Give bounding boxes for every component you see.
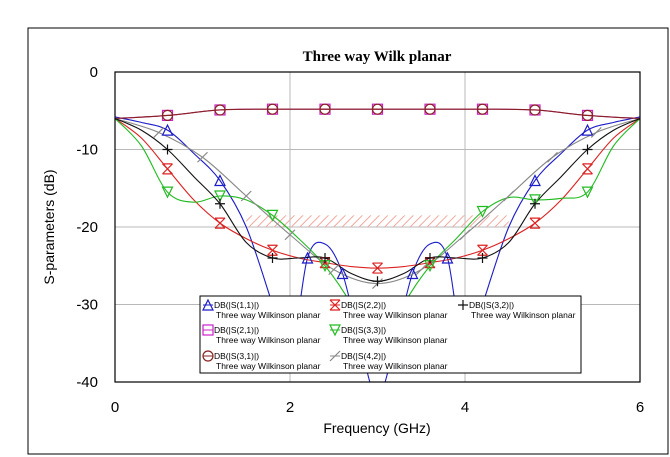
series-marker [267, 253, 278, 263]
series-line [115, 116, 640, 382]
series-marker [503, 190, 515, 202]
series-marker [267, 244, 278, 256]
legend-marker [458, 300, 468, 310]
series-marker [162, 163, 173, 175]
series-marker [214, 190, 226, 203]
series-marker [581, 123, 594, 136]
legend-series-name: DB(|S(3,1)|) [214, 351, 259, 361]
series-marker [424, 103, 436, 115]
legend-marker [202, 324, 214, 336]
series-marker [319, 103, 331, 115]
legend-marker [329, 299, 341, 311]
series-marker [301, 251, 314, 264]
legend-series-name: DB(|S(3,3)|) [341, 325, 386, 335]
legend-series-subtitle: Three way Wilkinson planar [343, 335, 448, 345]
plot-frame [114, 71, 641, 383]
series-marker [162, 144, 173, 155]
series-marker [214, 104, 226, 116]
series-marker [406, 267, 419, 280]
series-marker [425, 253, 435, 263]
series-marker [459, 229, 471, 241]
series-marker [215, 198, 225, 209]
series-marker [214, 217, 226, 229]
series-marker [441, 251, 454, 264]
legend: DB(|S(1,1)|)Three way Wilkinson planarDB… [199, 295, 582, 374]
legend-series-name: DB(|S(2,2)|) [341, 300, 386, 310]
series-marker [371, 103, 384, 115]
legend-series-name: DB(|S(1,1)|) [214, 300, 259, 310]
series-marker [415, 264, 427, 276]
series-marker [590, 127, 602, 138]
series-marker [372, 262, 383, 274]
series-marker [529, 217, 541, 229]
legend-marker [202, 350, 214, 362]
y-tick-label: 0 [90, 64, 98, 81]
series-marker [477, 244, 488, 256]
series-marker [581, 186, 594, 199]
series-marker [266, 103, 279, 115]
series-marker [581, 109, 594, 122]
series-marker [529, 174, 541, 187]
y-tick-label: -20 [76, 219, 98, 236]
y-tick-label: -30 [76, 297, 98, 314]
series-marker [372, 276, 383, 287]
x-tick-label: 4 [461, 399, 469, 416]
series-marker [476, 205, 489, 218]
legend-series-subtitle: Three way Wilkinson planar [216, 310, 321, 320]
legend-series-name: DB(|S(3,2)|) [469, 300, 514, 310]
chart-title: Three way Wilk planar [303, 49, 452, 65]
series-marker [582, 163, 593, 175]
series-marker [240, 190, 252, 202]
series-marker [161, 186, 174, 199]
legend-marker [202, 298, 214, 311]
spec-band [246, 215, 509, 227]
tick-labels: 0 2 4 6 0 -10 -20 -30 -40 [76, 64, 644, 416]
series-marker [328, 264, 340, 276]
series-marker [284, 229, 296, 241]
series-marker [530, 198, 540, 209]
x-tick-label: 6 [636, 399, 644, 416]
series-marker [547, 151, 558, 163]
legend-series-subtitle: Three way Wilkinson planar [216, 361, 321, 371]
outer-border [27, 27, 669, 455]
series-marker [529, 104, 541, 116]
series-marker [529, 194, 541, 207]
legend-marker [329, 350, 341, 362]
legend-series-subtitle: Three way Wilkinson planar [343, 361, 448, 371]
legend-series-subtitle: Three way Wilkinson planar [216, 335, 321, 345]
legend-series-name: DB(|S(2,1)|) [214, 325, 259, 335]
series-marker [336, 267, 349, 280]
series-marker [582, 144, 593, 155]
y-tick-label: -40 [76, 374, 98, 391]
y-axis-label: S-parameters (dB) [41, 169, 57, 284]
legend-series-subtitle: Three way Wilkinson planar [471, 310, 576, 320]
x-tick-label: 0 [111, 399, 119, 416]
series-marker [153, 127, 165, 138]
series-marker [197, 151, 208, 163]
legend-marker [329, 324, 341, 337]
series-marker [161, 123, 174, 136]
series-marker [320, 253, 330, 263]
series-marker [476, 103, 489, 115]
series-marker [266, 209, 279, 222]
series-marker [477, 253, 488, 263]
legend-box [199, 295, 582, 374]
series-marker [161, 109, 174, 122]
y-tick-label: -10 [76, 142, 98, 159]
series-marker [373, 393, 383, 403]
x-tick-label: 2 [286, 399, 294, 416]
legend-series-subtitle: Three way Wilkinson planar [343, 310, 448, 320]
series-marker [214, 174, 226, 187]
legend-series-name: DB(|S(4,2)|) [341, 351, 386, 361]
x-axis-label: Frequency (GHz) [323, 420, 430, 436]
